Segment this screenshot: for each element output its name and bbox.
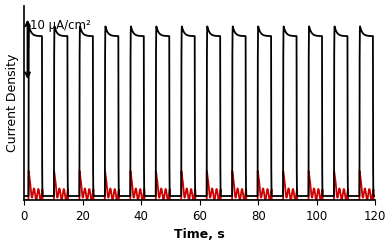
- Y-axis label: Current Density: Current Density: [5, 54, 18, 152]
- X-axis label: Time, s: Time, s: [174, 228, 225, 242]
- Text: 10 μA/cm²: 10 μA/cm²: [30, 20, 91, 32]
